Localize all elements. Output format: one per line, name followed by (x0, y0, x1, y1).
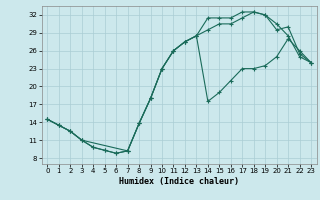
X-axis label: Humidex (Indice chaleur): Humidex (Indice chaleur) (119, 177, 239, 186)
